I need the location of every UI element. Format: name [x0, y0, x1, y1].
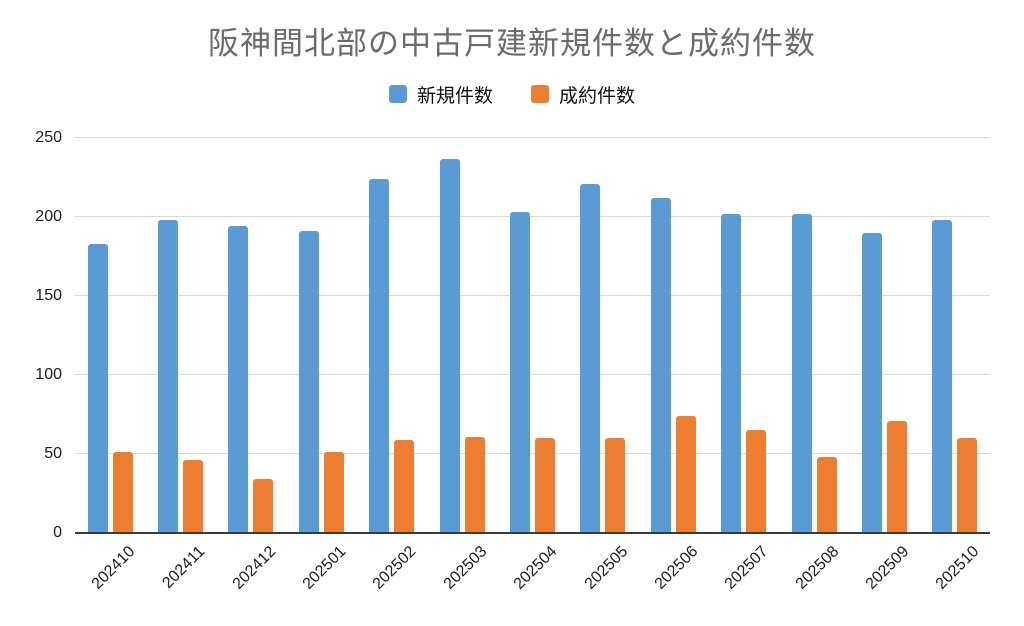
bar-groups: [75, 138, 990, 533]
bar-series-0-202412: [228, 226, 249, 533]
bar-group-202509: [849, 138, 919, 533]
legend-label: 新規件数: [416, 85, 493, 107]
bar-group-202503: [427, 138, 497, 533]
bar-series-1-202506: [675, 416, 696, 533]
gridline: [75, 295, 990, 296]
x-axis-line: [75, 532, 990, 534]
bar-series-1-202411: [183, 460, 204, 533]
bar-series-0-202510: [932, 220, 953, 533]
x-axis-tick-label: 202503: [440, 543, 491, 593]
y-axis-tick-label: 100: [35, 366, 62, 383]
bar-group-202502: [357, 138, 427, 533]
x-axis-tick-label: 202411: [159, 543, 209, 592]
bar-series-0-202411: [158, 220, 179, 533]
chart-title: 阪神間北部の中古戸建新規件数と成約件数: [208, 26, 816, 61]
plot-area: 0 50 100 150 200 250: [35, 129, 990, 541]
legend-label: 成約件数: [559, 85, 636, 107]
bar-group-202501: [286, 138, 356, 533]
chart-legend: 新規件数 成約件数: [0, 81, 1024, 108]
bar-series-1-202510: [957, 438, 978, 533]
bar-series-0-202410: [87, 243, 108, 533]
bar-series-0-202502: [369, 179, 390, 533]
y-axis-tick-label: 0: [53, 524, 62, 541]
y-axis-tick-label: 50: [44, 445, 62, 462]
bar-series-1-202505: [605, 438, 626, 533]
legend-swatch-icon: [388, 85, 407, 103]
x-axis-tick-label: 202507: [721, 543, 772, 593]
x-axis-tick-label: 202509: [862, 543, 913, 593]
bar-series-1-202507: [746, 430, 767, 533]
bar-series-0-202508: [791, 213, 812, 533]
y-axis-tick-label: 200: [35, 208, 62, 225]
bar-series-1-202410: [112, 452, 133, 533]
bar-series-0-202509: [861, 232, 882, 533]
bar-series-1-202503: [464, 436, 485, 533]
gridline: [75, 374, 990, 375]
y-axis-tick-label: 250: [35, 129, 62, 146]
gridline: [75, 453, 990, 454]
bar-series-1-202509: [886, 420, 907, 533]
x-axis-tick-label: 202504: [510, 543, 561, 593]
x-axis-tick-label: 202510: [933, 543, 983, 593]
bar-group-202412: [216, 138, 286, 533]
x-axis-tick-label: 202410: [88, 543, 139, 593]
gridline: [75, 216, 990, 217]
x-axis-tick-label: 202502: [369, 543, 420, 593]
bar-group-202411: [145, 138, 215, 533]
bar-series-0-202504: [510, 212, 531, 533]
bar-series-0-202506: [650, 198, 671, 533]
bar-series-1-202501: [323, 452, 344, 533]
x-axis-labels: 202410 202411 202412 202501 202502 202503 2025…: [75, 533, 990, 613]
chart-area: 0 50 100 150 200 250 202410 202411 202412 202501…: [35, 129, 990, 613]
bar-group-202506: [638, 138, 708, 533]
gridline: [75, 137, 990, 138]
bar-group-202510: [920, 138, 990, 533]
x-axis-tick-label: 202412: [229, 543, 279, 593]
bar-series-1-202502: [394, 439, 415, 533]
legend-item-series-0: 新規件数: [388, 81, 493, 108]
bar-group-202504: [497, 138, 567, 533]
y-axis-tick-label: 150: [35, 287, 62, 304]
x-axis-tick-label: 202508: [792, 543, 843, 593]
bar-group-202507: [709, 138, 779, 533]
bar-series-0-202501: [298, 231, 319, 533]
bar-series-1-202508: [816, 457, 837, 533]
bar-group-202505: [568, 138, 638, 533]
bar-group-202508: [779, 138, 849, 533]
legend-item-series-1: 成約件数: [531, 81, 635, 108]
bar-series-0-202507: [721, 213, 742, 533]
x-axis-tick-label: 202506: [651, 543, 702, 593]
bar-series-1-202412: [253, 479, 274, 533]
x-axis-tick-label: 202501: [299, 543, 350, 593]
bar-series-0-202505: [580, 183, 601, 533]
bar-series-1-202504: [535, 438, 556, 533]
bar-group-202410: [75, 138, 145, 533]
legend-swatch-icon: [531, 85, 549, 103]
x-axis-tick-label: 202505: [581, 543, 631, 593]
bar-series-0-202503: [439, 158, 460, 533]
